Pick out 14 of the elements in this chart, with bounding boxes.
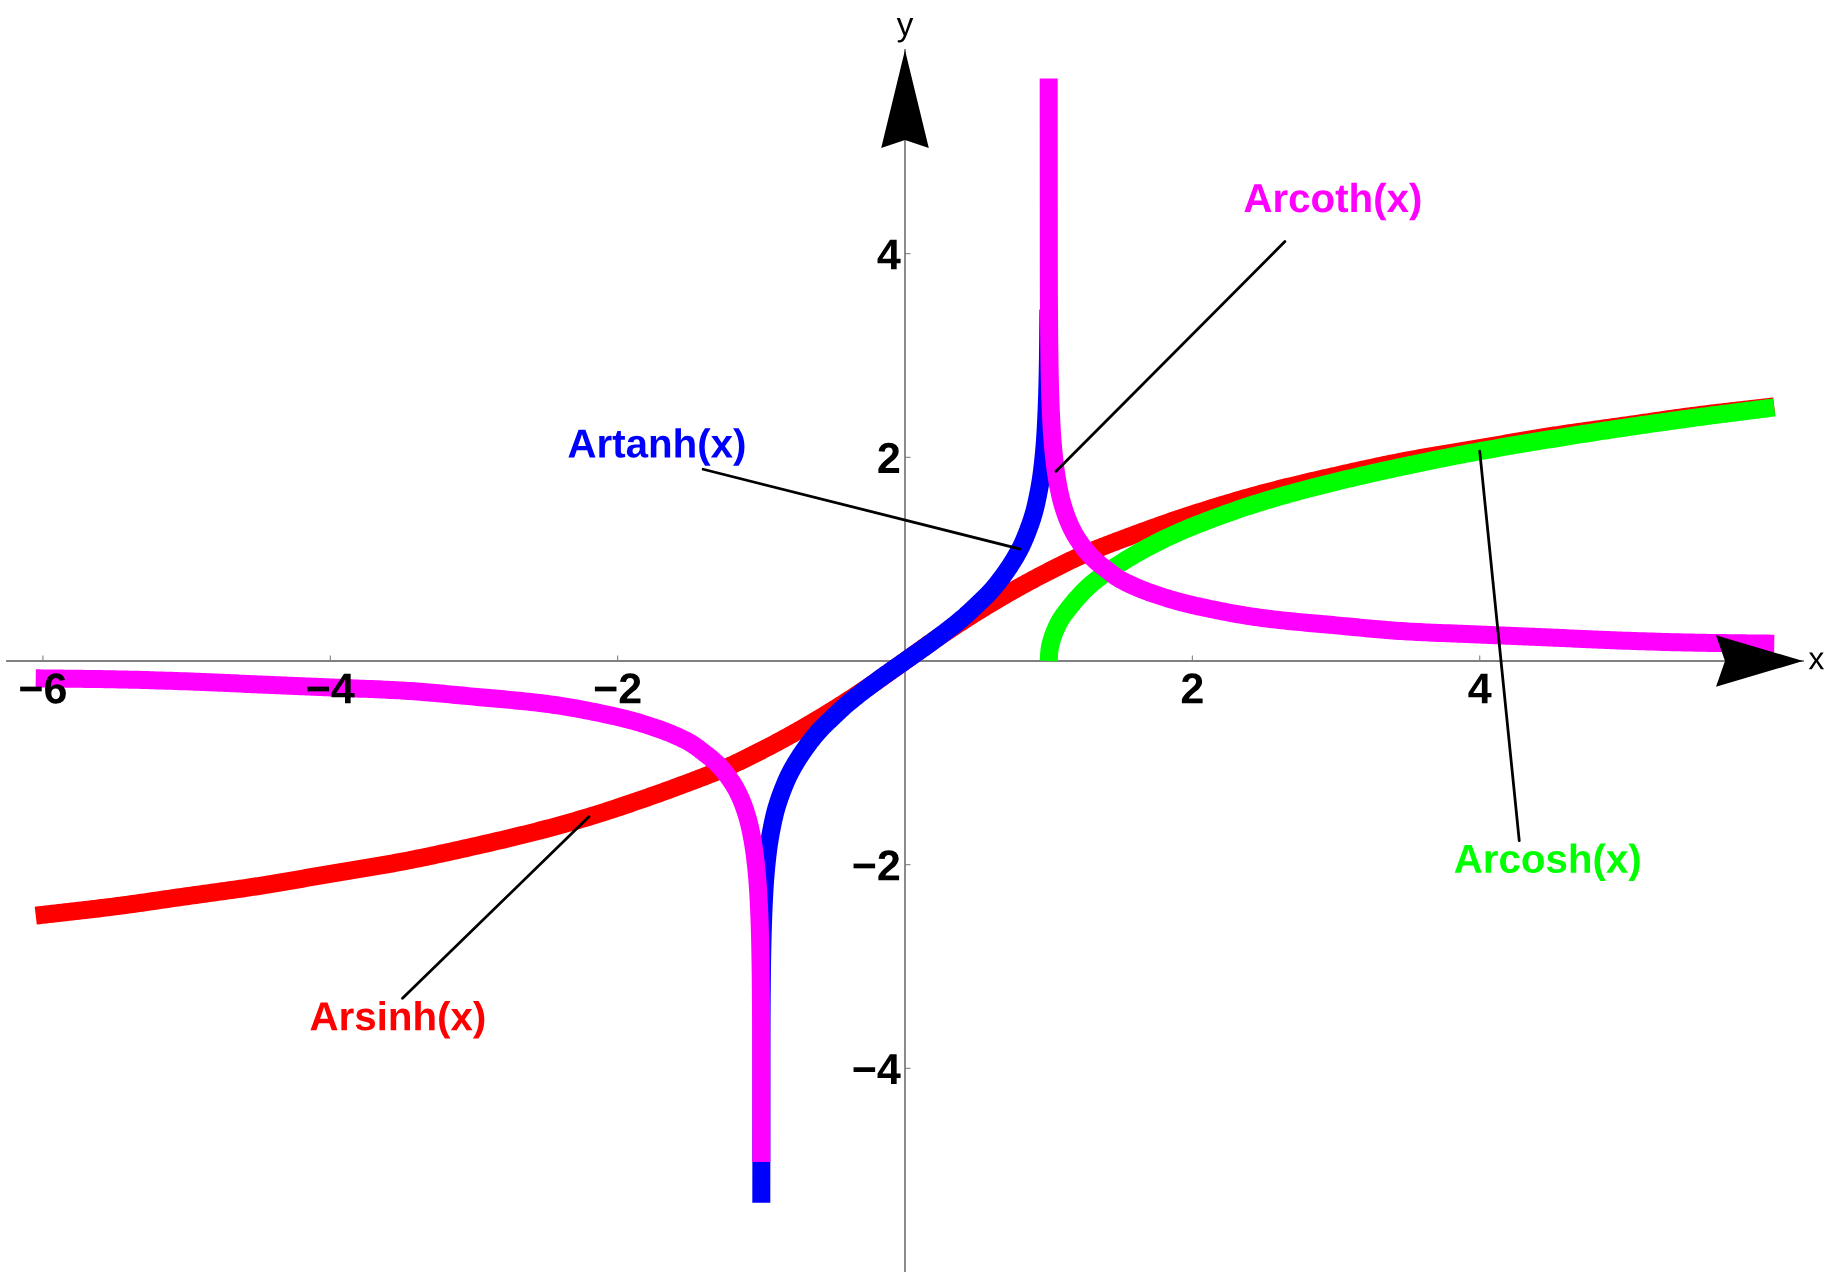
x-tick-label: 2 — [1181, 673, 1203, 704]
y-tick-label: 2 — [878, 442, 900, 473]
text: Arcosh(x) — [1454, 843, 1640, 881]
y-axis-title: y — [896, 18, 914, 43]
x-tick-label: −2 — [594, 673, 641, 704]
y-tick-label: −4 — [853, 1054, 901, 1084]
x-tick-label: −4 — [307, 673, 355, 704]
x-tick-label: 4 — [1468, 673, 1492, 704]
text: Artanh(x) — [568, 428, 745, 466]
y-tick-label: 4 — [877, 239, 901, 270]
text: Arsinh(x) — [310, 1001, 485, 1039]
x-axis-title: x — [1808, 652, 1825, 670]
y-tick-label: −2 — [853, 850, 900, 881]
text: Arcoth(x) — [1244, 182, 1421, 221]
